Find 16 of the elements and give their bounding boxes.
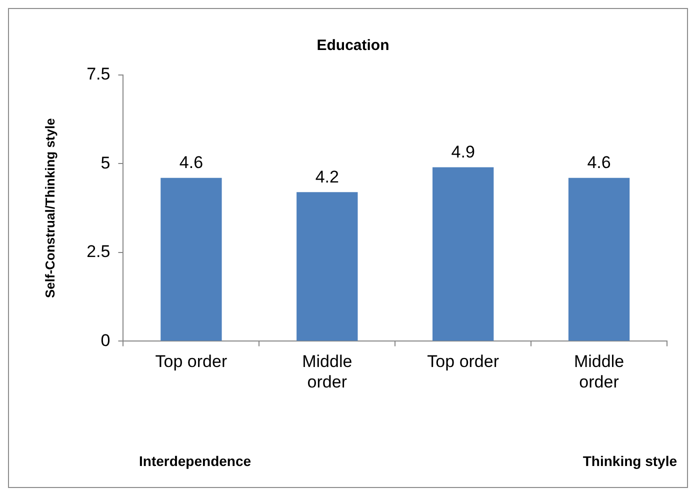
y-tick-label: 5 bbox=[100, 153, 110, 172]
data-label: 4.9 bbox=[451, 142, 475, 162]
data-label: 4.2 bbox=[315, 167, 339, 186]
text: Interdependence bbox=[139, 453, 252, 469]
x-tick-label: Middle order bbox=[574, 352, 624, 392]
y-tick-label: 2.5 bbox=[86, 242, 110, 262]
x-tick-label: Middle order bbox=[302, 352, 352, 392]
text: Thinking style bbox=[582, 453, 677, 469]
y-tick-label: 0 bbox=[100, 330, 110, 350]
data-label: 4.6 bbox=[587, 153, 611, 172]
x-tick-label: Top order bbox=[155, 352, 228, 372]
x-tick-label: Top order bbox=[427, 352, 500, 372]
y-axis-title: Self-Construal/Thinking style bbox=[42, 118, 58, 298]
data-label: 4.6 bbox=[179, 153, 204, 172]
chart-title: Education bbox=[316, 37, 390, 54]
y-tick-label: 7.5 bbox=[86, 64, 110, 84]
